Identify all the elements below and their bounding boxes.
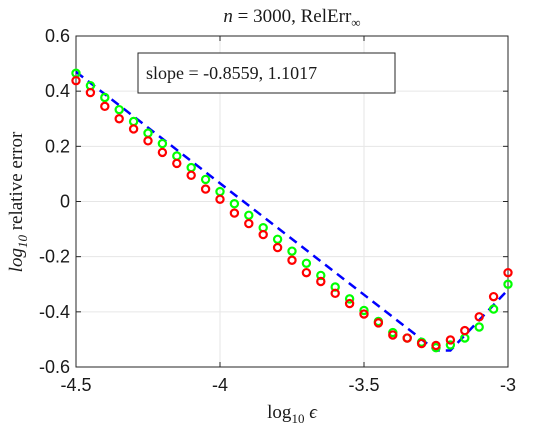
data-point-series-0	[186, 162, 196, 173]
data-point-series-1	[272, 242, 283, 253]
data-point-series-0	[301, 258, 312, 268]
data-point-series-0	[114, 104, 124, 115]
data-point-series-0	[287, 246, 297, 256]
data-point-series-0	[344, 294, 355, 304]
data-point-series-1	[503, 267, 513, 278]
data-point-series-1	[143, 136, 153, 146]
data-point-series-0	[359, 305, 369, 316]
x-tick-label: -4	[212, 375, 228, 395]
data-point-series-1	[128, 124, 139, 134]
y-tick-label: 0.6	[45, 26, 70, 46]
data-point-series-1	[258, 229, 268, 240]
series-layer	[71, 68, 513, 353]
data-point-series-0	[143, 128, 153, 138]
data-point-series-0	[474, 322, 484, 332]
data-point-series-0	[316, 270, 326, 281]
data-point-series-1	[244, 218, 254, 229]
data-point-series-0	[272, 234, 283, 244]
data-point-series-1	[229, 208, 240, 218]
annotation-frame	[137, 52, 396, 94]
y-axis-label: log10 relative error	[6, 131, 30, 272]
data-point-series-1	[330, 288, 340, 299]
data-point-series-1	[301, 267, 312, 278]
annotation-box: slope = -0.8559, 1.1017	[137, 52, 396, 94]
data-point-series-0	[460, 333, 470, 343]
data-point-series-1	[488, 291, 499, 302]
y-tick-label: -0.4	[39, 302, 70, 322]
data-point-series-0	[244, 210, 254, 220]
data-point-series-1	[344, 298, 355, 309]
data-point-series-1	[445, 335, 456, 345]
data-point-series-1	[388, 330, 398, 340]
x-axis: -4.5 -4 -3.5 -3	[60, 36, 516, 395]
data-point-series-1	[460, 325, 470, 336]
y-tick-label: 0	[60, 192, 70, 212]
data-point-series-1	[431, 340, 441, 351]
data-point-series-0	[445, 340, 456, 350]
x-tick-label: -3.5	[348, 375, 379, 395]
y-tick-label: 0.2	[45, 136, 70, 156]
data-point-series-0	[128, 116, 139, 127]
y-tick-label: -0.6	[39, 357, 70, 377]
data-point-series-1	[474, 312, 484, 322]
data-point-series-1	[100, 101, 110, 112]
y-axis: -0.6 -0.4 -0.2 0 0.2 0.4 0.6	[39, 26, 508, 377]
annotation-text: slope = -0.8559, 1.1017	[146, 63, 317, 83]
data-point-series-1	[157, 147, 168, 158]
data-point-series-1	[287, 255, 297, 265]
data-point-series-1	[85, 87, 96, 98]
data-point-series-1	[373, 318, 384, 328]
data-point-series-0	[172, 151, 182, 161]
chart-title: n = 3000, RelErr∞	[223, 6, 360, 30]
data-point-series-1	[359, 309, 369, 319]
data-point-series-1	[71, 75, 81, 86]
data-point-series-1	[416, 338, 427, 349]
y-tick-label: 0.4	[45, 81, 70, 101]
y-tick-label: -0.2	[39, 247, 70, 267]
data-point-series-1	[172, 158, 182, 169]
data-point-series-0	[488, 304, 499, 314]
data-point-series-0	[157, 138, 168, 149]
data-point-series-0	[100, 92, 110, 103]
data-point-series-1	[215, 194, 225, 204]
data-point-series-1	[186, 170, 196, 180]
x-tick-label: -4.5	[60, 375, 91, 395]
data-point-series-1	[316, 276, 326, 287]
fit-line	[75, 70, 509, 352]
data-point-series-0	[200, 174, 211, 185]
x-tick-label: -3	[500, 375, 516, 395]
data-point-series-0	[229, 199, 240, 209]
data-point-series-1	[114, 114, 124, 124]
data-point-series-1	[402, 333, 412, 343]
x-axis-label: log10 ϵ	[267, 402, 318, 426]
data-point-series-1	[200, 184, 211, 194]
data-point-series-0	[503, 279, 513, 289]
